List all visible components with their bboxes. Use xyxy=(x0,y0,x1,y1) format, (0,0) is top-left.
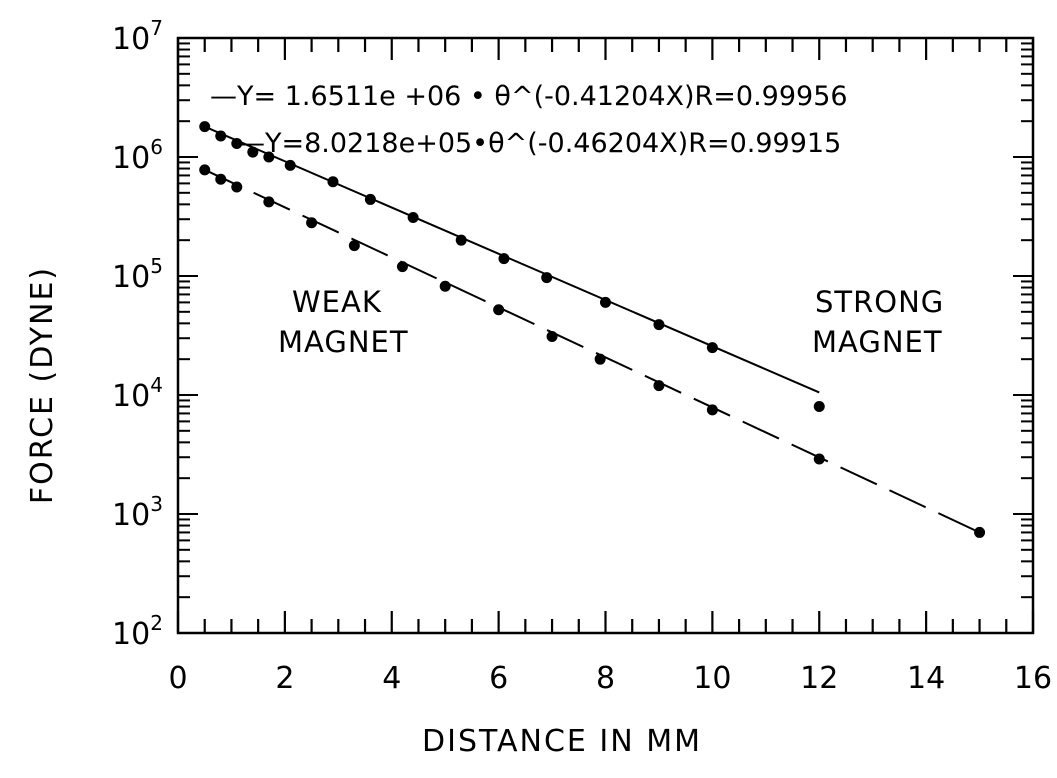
y-tick-labels: 102 103 104 105 106 107 xyxy=(112,16,163,652)
y-tick-label: 103 xyxy=(112,492,163,533)
data-point-series-1 xyxy=(247,146,259,158)
x-tick-label: 10 xyxy=(693,661,731,696)
weak-magnet-label-line-2: MAGNET xyxy=(278,325,409,359)
x-tick-label: 14 xyxy=(907,661,945,696)
data-point-series-2 xyxy=(396,261,408,273)
data-point-series-2 xyxy=(546,331,558,343)
axis-ticks xyxy=(176,38,1035,634)
data-point-series-1 xyxy=(541,272,553,284)
data-point-series-2 xyxy=(493,304,505,316)
data-point-series-2 xyxy=(974,526,986,538)
y-tick-label: 106 xyxy=(112,135,163,176)
data-point-series-1 xyxy=(199,121,211,133)
y-tick-label: 105 xyxy=(112,254,163,295)
x-tick-labels: 0 2 4 6 8 10 12 14 16 xyxy=(168,661,1052,696)
data-point-series-2 xyxy=(594,353,606,365)
data-point-series-1 xyxy=(327,176,339,188)
data-point-series-2 xyxy=(813,453,825,465)
equation-series-2: —Y=8.0218e+05•θ^(-0.46204X)R=0.99915 xyxy=(238,128,841,159)
data-point-series-1 xyxy=(813,401,825,413)
x-tick-label: 2 xyxy=(275,661,294,696)
fit-line-series-2 xyxy=(204,168,980,534)
data-point-series-2 xyxy=(306,217,318,229)
data-point-series-1 xyxy=(600,296,611,308)
y-tick-label: 102 xyxy=(112,611,163,652)
data-point-series-1 xyxy=(407,212,419,224)
strong-magnet-label-line-2: MAGNET xyxy=(812,325,943,359)
data-point-series-1 xyxy=(498,253,510,265)
x-tick-label: 0 xyxy=(168,661,187,696)
data-point-series-2 xyxy=(263,196,275,208)
x-tick-label: 16 xyxy=(1014,661,1052,696)
data-point-series-1 xyxy=(364,193,376,205)
weak-magnet-label-line-1: WEAK xyxy=(292,285,382,319)
data-points xyxy=(199,121,986,538)
y-tick-label: 104 xyxy=(112,373,163,414)
data-point-series-2 xyxy=(653,380,665,392)
data-point-series-1 xyxy=(653,319,665,331)
y-axis-label: FORCE (DYNE) xyxy=(25,266,60,504)
data-point-series-1 xyxy=(231,137,243,149)
data-point-series-1 xyxy=(455,234,467,246)
x-tick-label: 12 xyxy=(800,661,838,696)
data-point-series-2 xyxy=(706,404,718,416)
x-tick-label: 4 xyxy=(382,661,401,696)
data-point-series-2 xyxy=(439,280,451,292)
data-point-series-1 xyxy=(215,130,227,142)
data-point-series-2 xyxy=(215,173,227,185)
data-point-series-1 xyxy=(263,151,275,163)
data-point-series-1 xyxy=(284,159,296,171)
data-point-series-2 xyxy=(231,181,243,193)
x-tick-label: 6 xyxy=(489,661,508,696)
strong-magnet-label-line-1: STRONG xyxy=(815,285,944,319)
x-axis-label: DISTANCE IN MM xyxy=(422,724,702,759)
y-tick-label: 107 xyxy=(112,16,163,57)
x-tick-label: 8 xyxy=(596,661,615,696)
data-point-series-1 xyxy=(706,342,718,354)
data-point-series-2 xyxy=(348,240,360,252)
equation-series-1: —Y= 1.6511e +06 • θ^(-0.41204X)R=0.99956 xyxy=(210,81,848,112)
data-point-series-2 xyxy=(199,164,211,176)
